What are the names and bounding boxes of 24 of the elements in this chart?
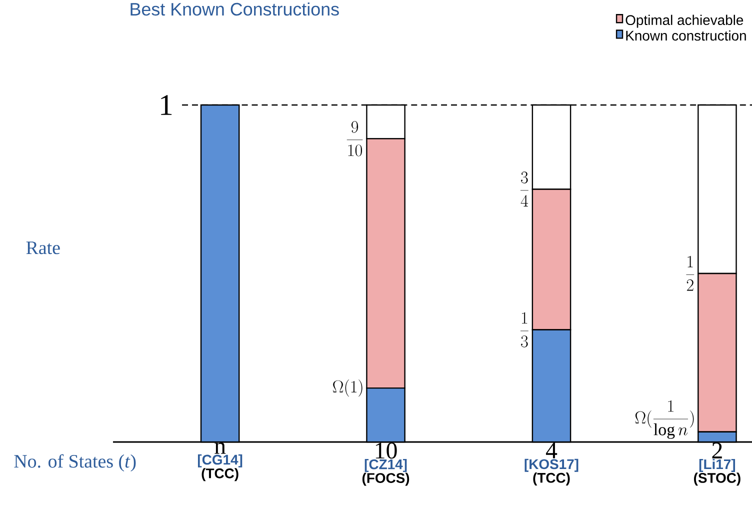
text: (TCC) [202,468,238,482]
x-tick-label: n [214,442,226,454]
x-tick-label: 2 [712,442,722,458]
text: [CZ14] [364,459,407,472]
text: (TCC) [533,472,570,486]
annotation: $\frac{9}{10}$ [346,121,363,156]
text: [KOS17] [524,458,578,472]
annotation: $\frac{1}{3}$ [520,312,528,348]
text: [CG14] [198,454,242,468]
text: [Li17] [699,458,736,472]
x-axis-title: No. of States (t) [14,454,136,472]
y-axis-title: Rate [26,242,60,254]
annotation: $\Omega(1)$ [332,379,362,397]
ref-line-label: 1 [161,95,172,115]
text: (FOCS) [362,472,410,486]
text: (STOC) [694,472,740,486]
chart-title: Best Known Constructions [130,2,339,16]
x-tick-label: 4 [546,442,558,458]
x-tick-label: 10 [376,442,397,459]
annotation: $\frac{1}{2}$ [686,256,694,291]
annotation: $\frac{3}{4}$ [520,172,528,207]
annotation: $\Omega(\frac{1}{\log n})$ [635,400,694,439]
legend-label: Optimal achievable [626,14,744,28]
legend-label: Known construction [626,30,746,41]
